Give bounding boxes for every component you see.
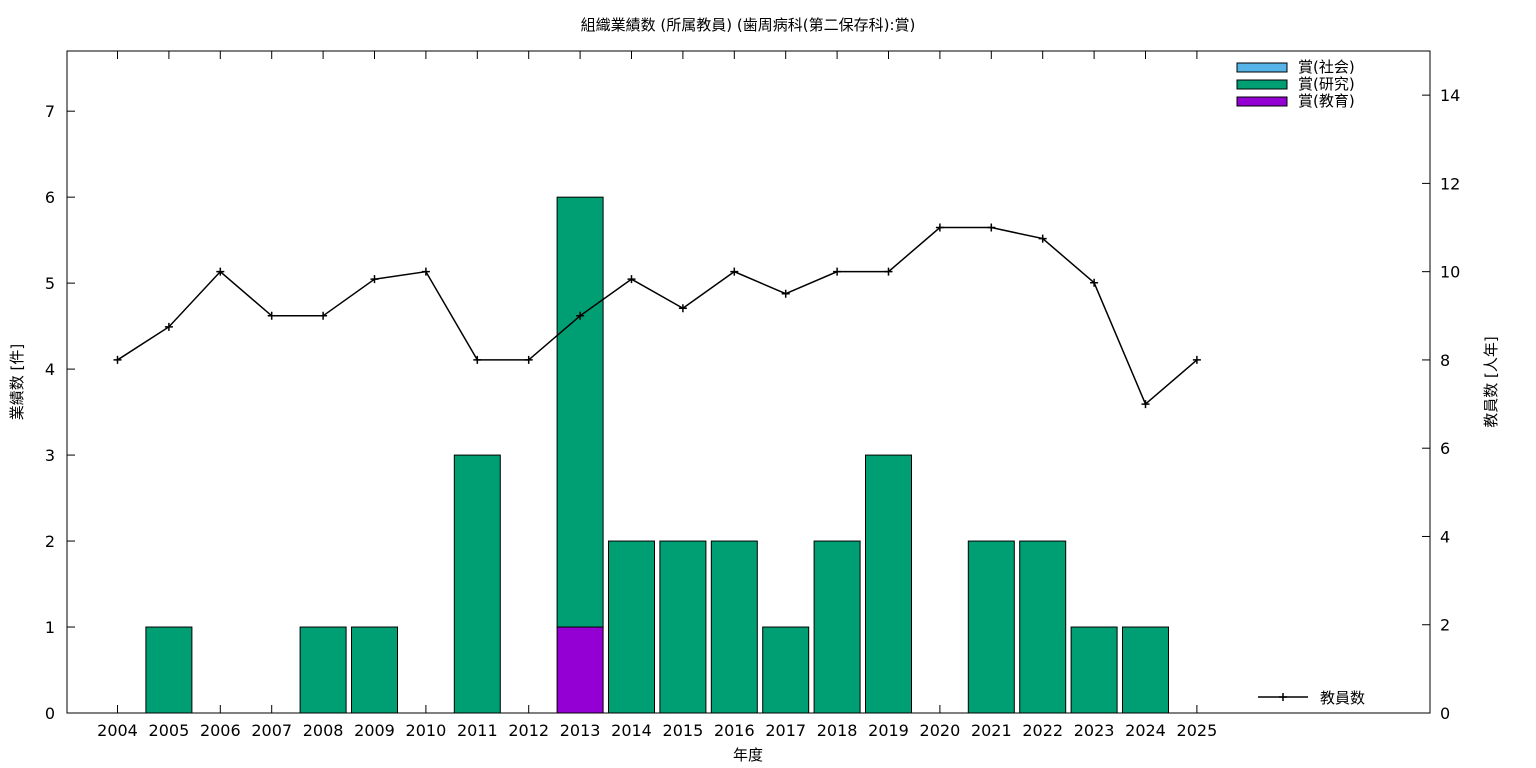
- line-point: [370, 275, 379, 284]
- x-tick-label: 2013: [560, 721, 601, 740]
- x-tick-label: 2023: [1074, 721, 1115, 740]
- bar: [556, 626, 604, 714]
- x-tick-label: 2020: [920, 721, 961, 740]
- line-point: [319, 311, 328, 320]
- bar: [299, 626, 347, 714]
- y2-axis-label: 教員数 [人年]: [1482, 336, 1500, 427]
- line-point: [1038, 234, 1047, 243]
- bar: [710, 540, 758, 714]
- x-tick-label: 2009: [354, 721, 395, 740]
- line-point: [473, 355, 482, 364]
- line-point: [627, 275, 636, 284]
- x-tick-label: 2019: [868, 721, 909, 740]
- line-point: [935, 223, 944, 232]
- y2-tick-label: 0: [1440, 704, 1450, 723]
- legend-swatch: [1236, 79, 1288, 90]
- line-point: [678, 304, 687, 313]
- y-axis-label: 業績数 [件]: [8, 344, 26, 420]
- legend-label: 賞(研究): [1298, 75, 1355, 93]
- y-tick-label: 2: [45, 532, 55, 551]
- y2-tick-label: 4: [1440, 527, 1450, 546]
- x-tick-label: 2012: [508, 721, 549, 740]
- x-tick-label: 2016: [714, 721, 755, 740]
- bar: [351, 626, 398, 714]
- x-tick-label: 2024: [1125, 721, 1166, 740]
- bar: [813, 540, 861, 714]
- line-point: [576, 311, 585, 320]
- x-axis-label: 年度: [733, 746, 763, 764]
- legend-label: 賞(社会): [1298, 58, 1355, 76]
- line-point: [833, 267, 842, 276]
- x-tick-label: 2025: [1177, 721, 1218, 740]
- line-point: [987, 223, 996, 232]
- x-tick-label: 2018: [817, 721, 858, 740]
- bar: [865, 454, 912, 714]
- bar: [145, 626, 193, 714]
- y-tick-label: 5: [45, 274, 55, 293]
- line-point: [164, 322, 173, 331]
- legend-label: 賞(教育): [1298, 92, 1355, 110]
- x-tick-label: 2005: [149, 721, 190, 740]
- line-point: [421, 267, 430, 276]
- y-tick-label: 7: [45, 102, 55, 121]
- x-tick-label: 2010: [406, 721, 447, 740]
- bar: [1122, 626, 1169, 714]
- x-tick-label: 2021: [971, 721, 1012, 740]
- y-tick-label: 0: [45, 704, 55, 723]
- legend-swatch: [1236, 96, 1288, 107]
- line-point: [113, 355, 122, 364]
- line-series: [117, 226, 1198, 406]
- bar: [659, 540, 707, 714]
- y2-tick-label: 8: [1440, 351, 1450, 370]
- line-point: [524, 355, 533, 364]
- bar: [967, 540, 1015, 714]
- legend-line-marker: [1279, 693, 1287, 701]
- y2-tick-label: 10: [1440, 263, 1460, 282]
- x-tick-label: 2017: [765, 721, 806, 740]
- legend-line-label: 教員数: [1320, 689, 1365, 707]
- line-point: [267, 311, 276, 320]
- x-tick-label: 2011: [457, 721, 498, 740]
- bar: [556, 196, 604, 628]
- y2-tick-label: 14: [1440, 86, 1460, 105]
- line-point: [1141, 400, 1150, 409]
- y-tick-label: 6: [45, 188, 55, 207]
- x-tick-label: 2014: [611, 721, 652, 740]
- bar: [762, 626, 810, 714]
- y2-tick-label: 6: [1440, 439, 1450, 458]
- y-tick-label: 4: [45, 360, 55, 379]
- x-tick-label: 2004: [97, 721, 138, 740]
- line-point: [884, 267, 893, 276]
- legend-swatch: [1236, 62, 1288, 73]
- y2-tick-label: 12: [1440, 174, 1460, 193]
- line-point: [1192, 355, 1201, 364]
- y-tick-label: 1: [45, 618, 55, 637]
- y2-tick-label: 2: [1440, 616, 1450, 635]
- x-tick-label: 2008: [303, 721, 344, 740]
- x-tick-label: 2007: [251, 721, 292, 740]
- y-tick-label: 3: [45, 446, 55, 465]
- chart-title: 組織業績数 (所属教員) (歯周病科(第二保存科):賞): [581, 16, 916, 34]
- bar: [1019, 540, 1067, 714]
- legend: 賞(社会)賞(研究)賞(教育) 教員数: [1236, 58, 1365, 707]
- x-tick-label: 2015: [663, 721, 704, 740]
- x-tick-label: 2006: [200, 721, 241, 740]
- x-tick-label: 2022: [1022, 721, 1063, 740]
- line-point: [730, 267, 739, 276]
- line-point: [781, 289, 790, 298]
- bar: [1070, 626, 1118, 714]
- bar: [453, 454, 501, 714]
- bar: [608, 540, 655, 714]
- line-point: [216, 267, 225, 276]
- line-point: [1090, 278, 1099, 287]
